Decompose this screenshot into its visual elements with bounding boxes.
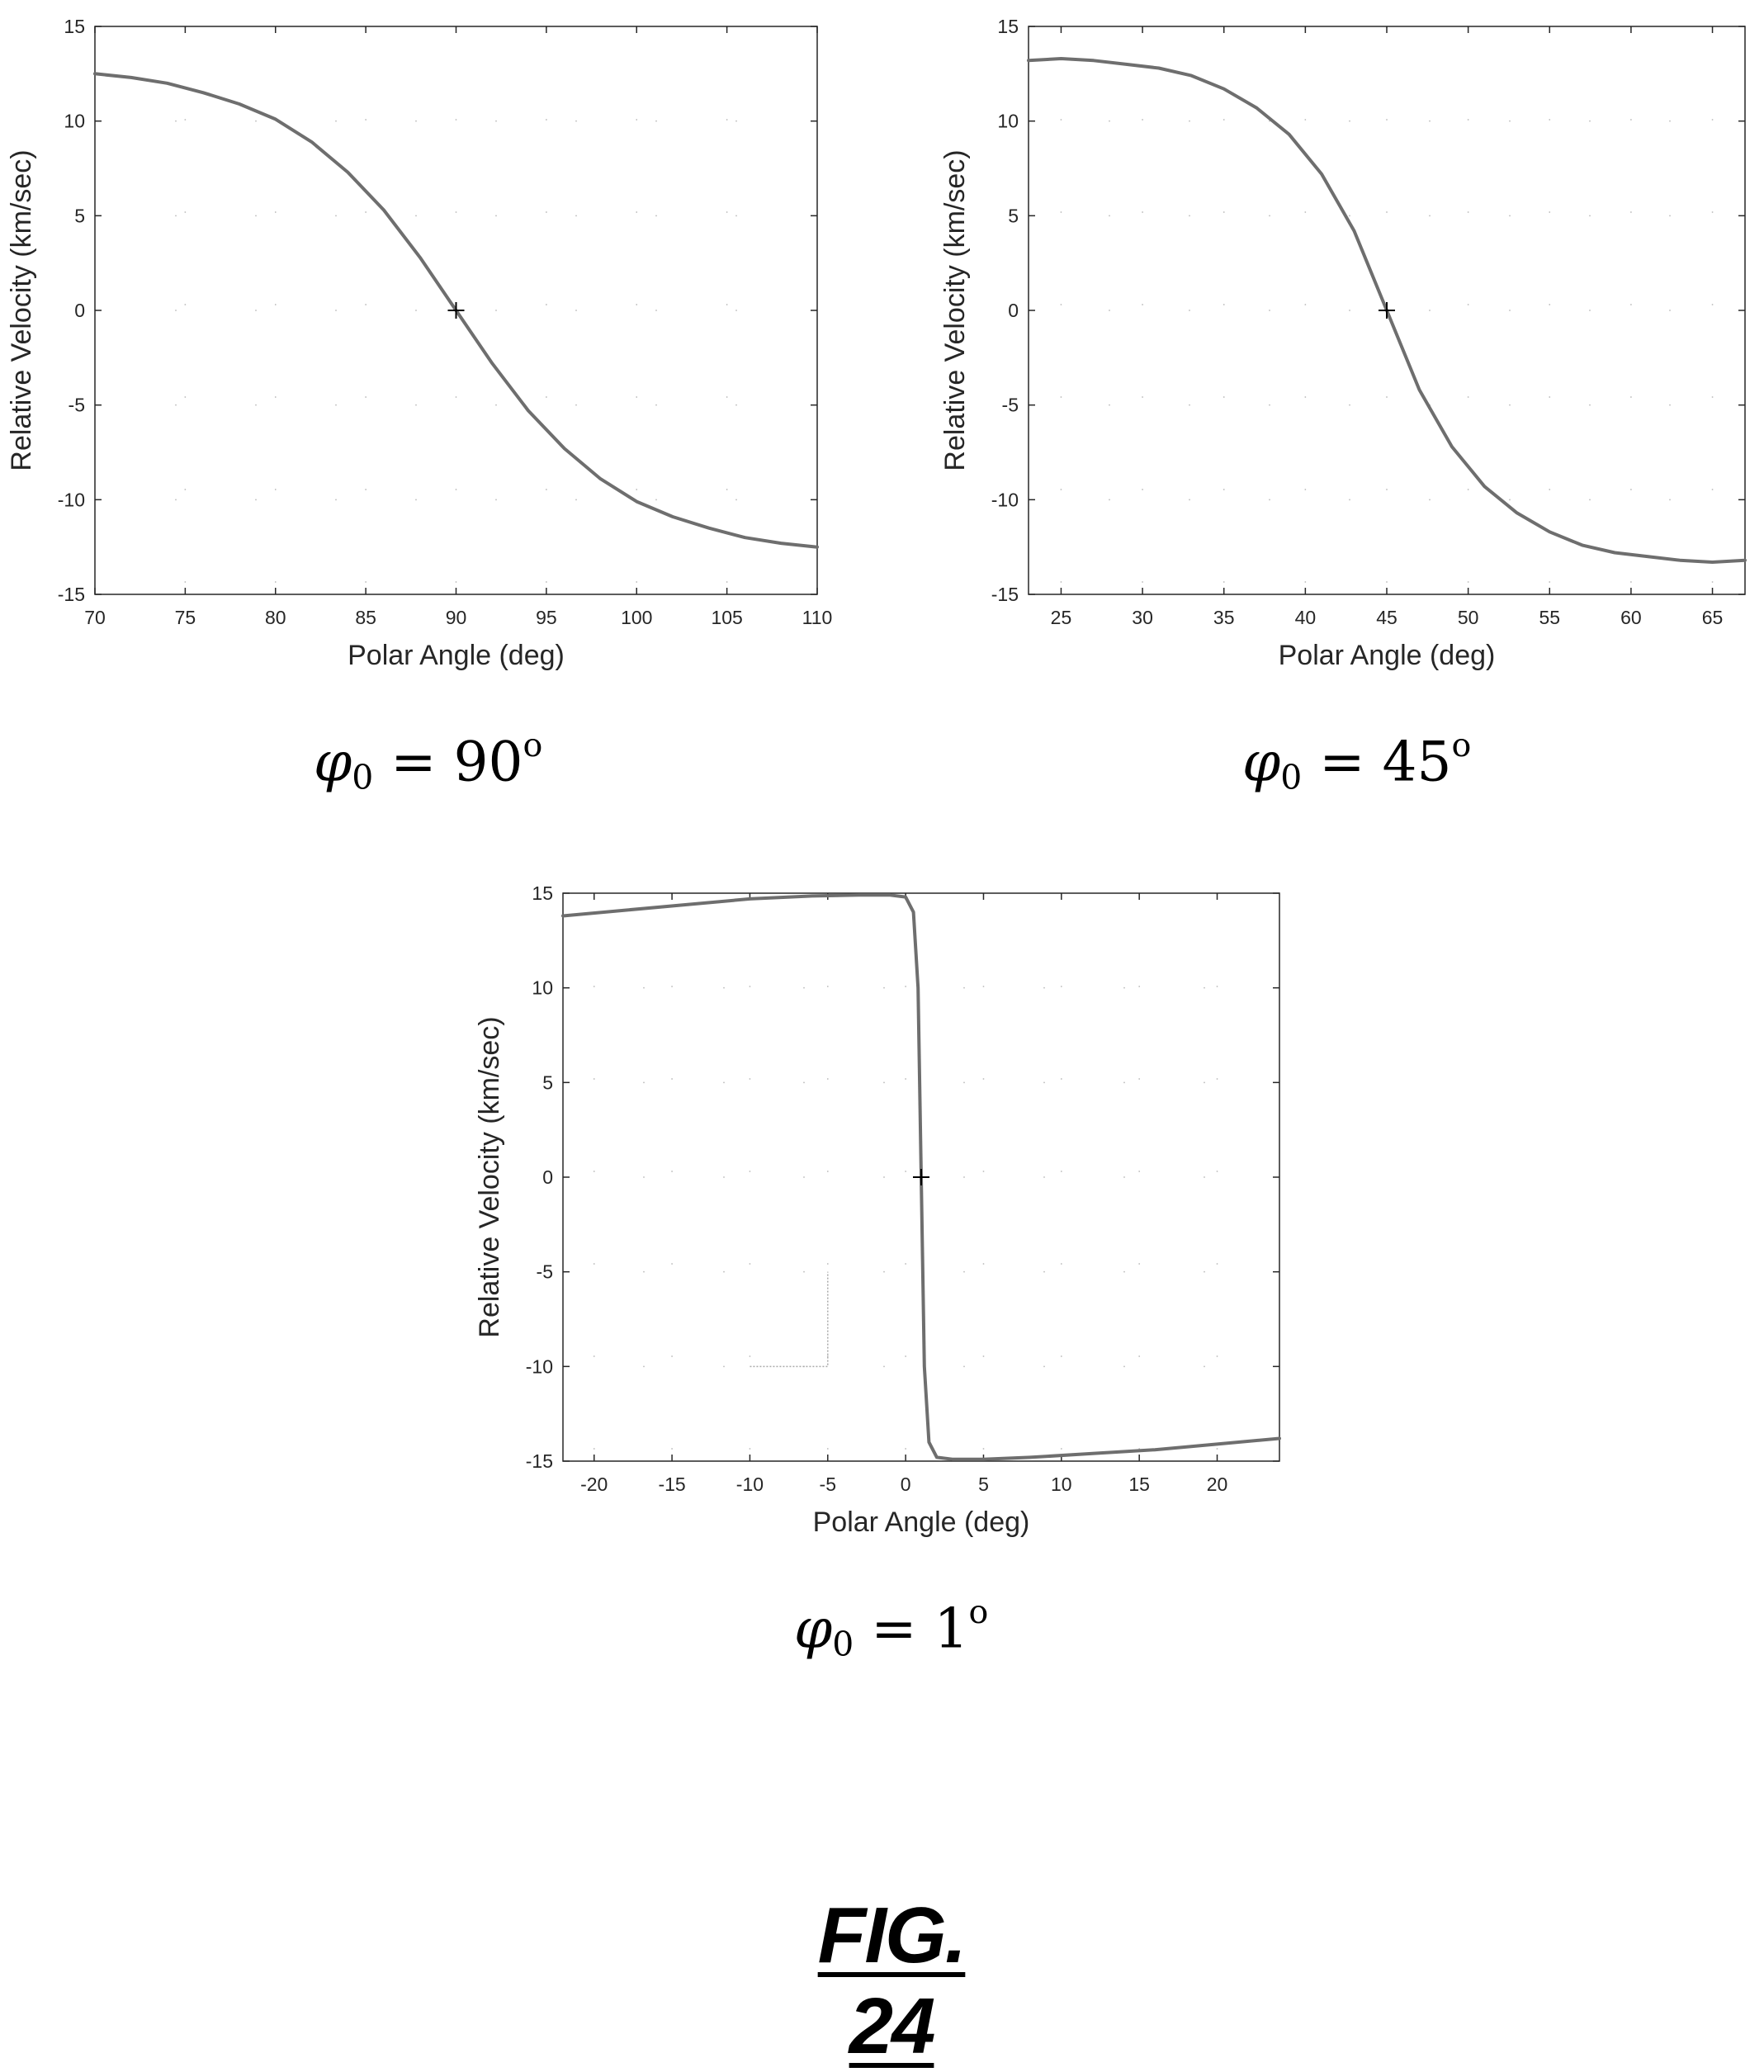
x-tick-label: 5 xyxy=(978,1474,989,1495)
x-tick-label: 70 xyxy=(84,607,106,628)
caption-sub: 0 xyxy=(1280,757,1303,797)
y-tick-label: 5 xyxy=(1008,205,1019,226)
y-tick-label: -15 xyxy=(526,1450,553,1472)
x-tick-label: 55 xyxy=(1539,607,1560,628)
y-axis-label: Relative Velocity (km/sec) xyxy=(939,149,971,471)
caption-sub: 0 xyxy=(832,1624,854,1664)
x-tick-label: -10 xyxy=(736,1474,764,1495)
y-tick-label: 10 xyxy=(64,111,85,132)
x-axis-label: Polar Angle (deg) xyxy=(348,640,565,671)
y-tick-label: -10 xyxy=(58,489,85,510)
y-tick-label: 15 xyxy=(997,16,1019,37)
y-tick-label: 0 xyxy=(542,1166,553,1188)
y-tick-label: -5 xyxy=(1002,395,1019,416)
x-tick-label: 65 xyxy=(1702,607,1724,628)
x-tick-label: 80 xyxy=(265,607,286,628)
x-tick-label: 60 xyxy=(1620,607,1642,628)
x-tick-label: 0 xyxy=(901,1474,911,1495)
x-tick-label: 30 xyxy=(1132,607,1153,628)
caption-eq: = xyxy=(390,730,437,794)
caption-sup: o xyxy=(523,726,543,764)
y-tick-label: -10 xyxy=(991,489,1019,510)
y-tick-label: 10 xyxy=(532,977,553,999)
chart-phi-90: 70 75 80 85 90 95 100 105 110151050-5-10-15Polar… xyxy=(6,16,832,671)
caption-phi-45: φ0 = 45o xyxy=(1242,726,1471,797)
y-tick-label: 0 xyxy=(1008,300,1019,321)
caption-phi-1: φ0 = 1o xyxy=(794,1593,988,1664)
y-tick-label: 15 xyxy=(64,16,85,37)
x-tick-label: 45 xyxy=(1376,607,1397,628)
x-tick-label: 75 xyxy=(175,607,196,628)
x-tick-label: 35 xyxy=(1213,607,1235,628)
y-tick-label: -15 xyxy=(58,584,85,605)
plus-marker xyxy=(913,1169,929,1185)
y-tick-label: 5 xyxy=(74,205,85,226)
x-tick-label: 10 xyxy=(1051,1474,1072,1495)
caption-eq: = xyxy=(1319,730,1365,794)
x-axis-label: Polar Angle (deg) xyxy=(813,1507,1030,1538)
caption-phi-90: φ0 = 90o xyxy=(314,726,542,797)
y-tick-label: 0 xyxy=(74,300,85,321)
caption-sup: o xyxy=(1451,726,1472,764)
chart-phi-1: -20 -15 -10 -5 0 5 10 15 20 15 10 5 0 -5 -10 -15 Polar A… xyxy=(474,882,1281,1538)
caption-value: 1 xyxy=(934,1597,969,1661)
caption-value: 90 xyxy=(453,730,523,794)
caption-symbol: φ xyxy=(1242,730,1281,794)
caption-symbol: φ xyxy=(794,1597,833,1661)
plus-marker xyxy=(1379,302,1395,319)
x-tick-label: -5 xyxy=(820,1474,836,1495)
x-tick-label: 105 xyxy=(711,607,742,628)
plus-marker xyxy=(447,302,465,319)
y-tick-label: 10 xyxy=(997,111,1019,132)
x-tick-label: 110 xyxy=(802,607,833,628)
caption-sub: 0 xyxy=(352,757,374,797)
x-tick-label: 15 xyxy=(1128,1474,1150,1495)
x-tick-label: 25 xyxy=(1051,607,1072,628)
y-tick-label: -10 xyxy=(526,1355,553,1377)
x-axis-label: Polar Angle (deg) xyxy=(1279,640,1496,671)
x-tick-label: -20 xyxy=(580,1474,608,1495)
x-tick-label: 50 xyxy=(1458,607,1479,628)
caption-eq: = xyxy=(871,1597,917,1661)
x-tick-label: 100 xyxy=(621,607,652,628)
figure-label: FIG. 24 xyxy=(817,1891,967,2070)
caption-sup: o xyxy=(968,1593,989,1631)
y-tick-label: 15 xyxy=(532,882,553,904)
y-tick-label: 5 xyxy=(542,1071,553,1093)
y-tick-label: -5 xyxy=(537,1261,553,1283)
x-tick-label: 95 xyxy=(536,607,557,628)
x-tick-label: -15 xyxy=(658,1474,685,1495)
caption-value: 45 xyxy=(1382,730,1452,794)
y-axis-label: Relative Velocity (km/sec) xyxy=(6,149,37,471)
inset-box xyxy=(750,1271,829,1368)
x-tick-label: 85 xyxy=(355,607,376,628)
x-tick-label: 20 xyxy=(1207,1474,1228,1495)
y-tick-label: -15 xyxy=(991,584,1019,605)
x-tick-label: 90 xyxy=(446,607,467,628)
x-tick-label: 40 xyxy=(1295,607,1317,628)
y-axis-label: Relative Velocity (km/sec) xyxy=(474,1016,505,1337)
caption-symbol: φ xyxy=(314,730,352,794)
y-tick-label: -5 xyxy=(69,395,85,416)
